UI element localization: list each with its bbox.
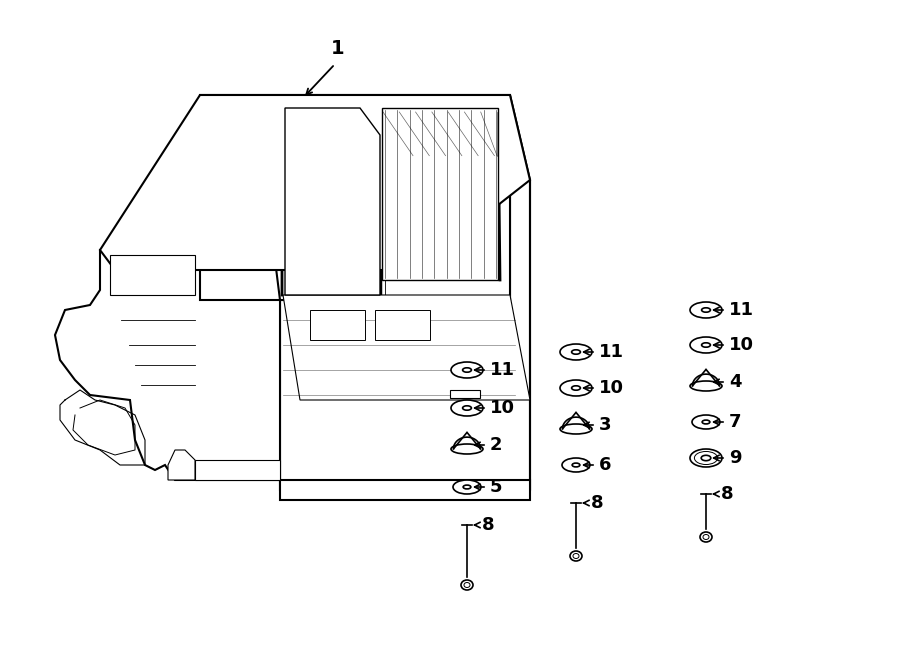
Ellipse shape — [453, 480, 481, 494]
Polygon shape — [200, 95, 510, 300]
Ellipse shape — [451, 362, 483, 378]
Ellipse shape — [463, 406, 472, 410]
Ellipse shape — [702, 343, 710, 347]
Polygon shape — [280, 95, 530, 490]
Polygon shape — [168, 450, 195, 480]
Ellipse shape — [461, 580, 473, 590]
Ellipse shape — [572, 386, 580, 390]
Polygon shape — [375, 310, 430, 340]
Polygon shape — [280, 480, 530, 500]
Ellipse shape — [702, 308, 710, 312]
Text: 8: 8 — [591, 494, 604, 512]
Text: 8: 8 — [721, 485, 734, 503]
Ellipse shape — [464, 485, 471, 489]
Ellipse shape — [700, 532, 712, 542]
Polygon shape — [100, 95, 530, 270]
Ellipse shape — [570, 551, 582, 561]
Ellipse shape — [560, 380, 592, 396]
Ellipse shape — [560, 424, 592, 434]
Polygon shape — [110, 255, 195, 295]
Ellipse shape — [692, 415, 720, 429]
Text: 7: 7 — [729, 413, 742, 431]
Ellipse shape — [690, 302, 722, 318]
Ellipse shape — [690, 449, 722, 467]
Ellipse shape — [702, 420, 710, 424]
Text: 5: 5 — [490, 478, 502, 496]
Polygon shape — [283, 295, 530, 400]
Polygon shape — [450, 390, 480, 398]
Text: 10: 10 — [599, 379, 624, 397]
Ellipse shape — [560, 344, 592, 360]
Ellipse shape — [690, 337, 722, 353]
Polygon shape — [310, 310, 365, 340]
Ellipse shape — [701, 455, 711, 461]
Text: 11: 11 — [729, 301, 754, 319]
Text: 10: 10 — [490, 399, 515, 417]
Text: 11: 11 — [490, 361, 515, 379]
Text: 8: 8 — [482, 516, 495, 534]
Text: 9: 9 — [729, 449, 742, 467]
Text: 4: 4 — [729, 373, 742, 391]
Ellipse shape — [451, 444, 483, 454]
Ellipse shape — [451, 400, 483, 416]
Text: 1: 1 — [331, 38, 345, 58]
Text: 10: 10 — [729, 336, 754, 354]
Ellipse shape — [690, 381, 722, 391]
Ellipse shape — [463, 368, 472, 372]
Text: 2: 2 — [490, 436, 502, 454]
Text: 11: 11 — [599, 343, 624, 361]
Text: 6: 6 — [599, 456, 611, 474]
Polygon shape — [382, 108, 498, 280]
Polygon shape — [285, 108, 380, 295]
Polygon shape — [55, 250, 280, 480]
Text: 3: 3 — [599, 416, 611, 434]
Ellipse shape — [572, 463, 580, 467]
Ellipse shape — [572, 350, 580, 354]
Polygon shape — [195, 460, 280, 480]
Ellipse shape — [562, 458, 590, 472]
